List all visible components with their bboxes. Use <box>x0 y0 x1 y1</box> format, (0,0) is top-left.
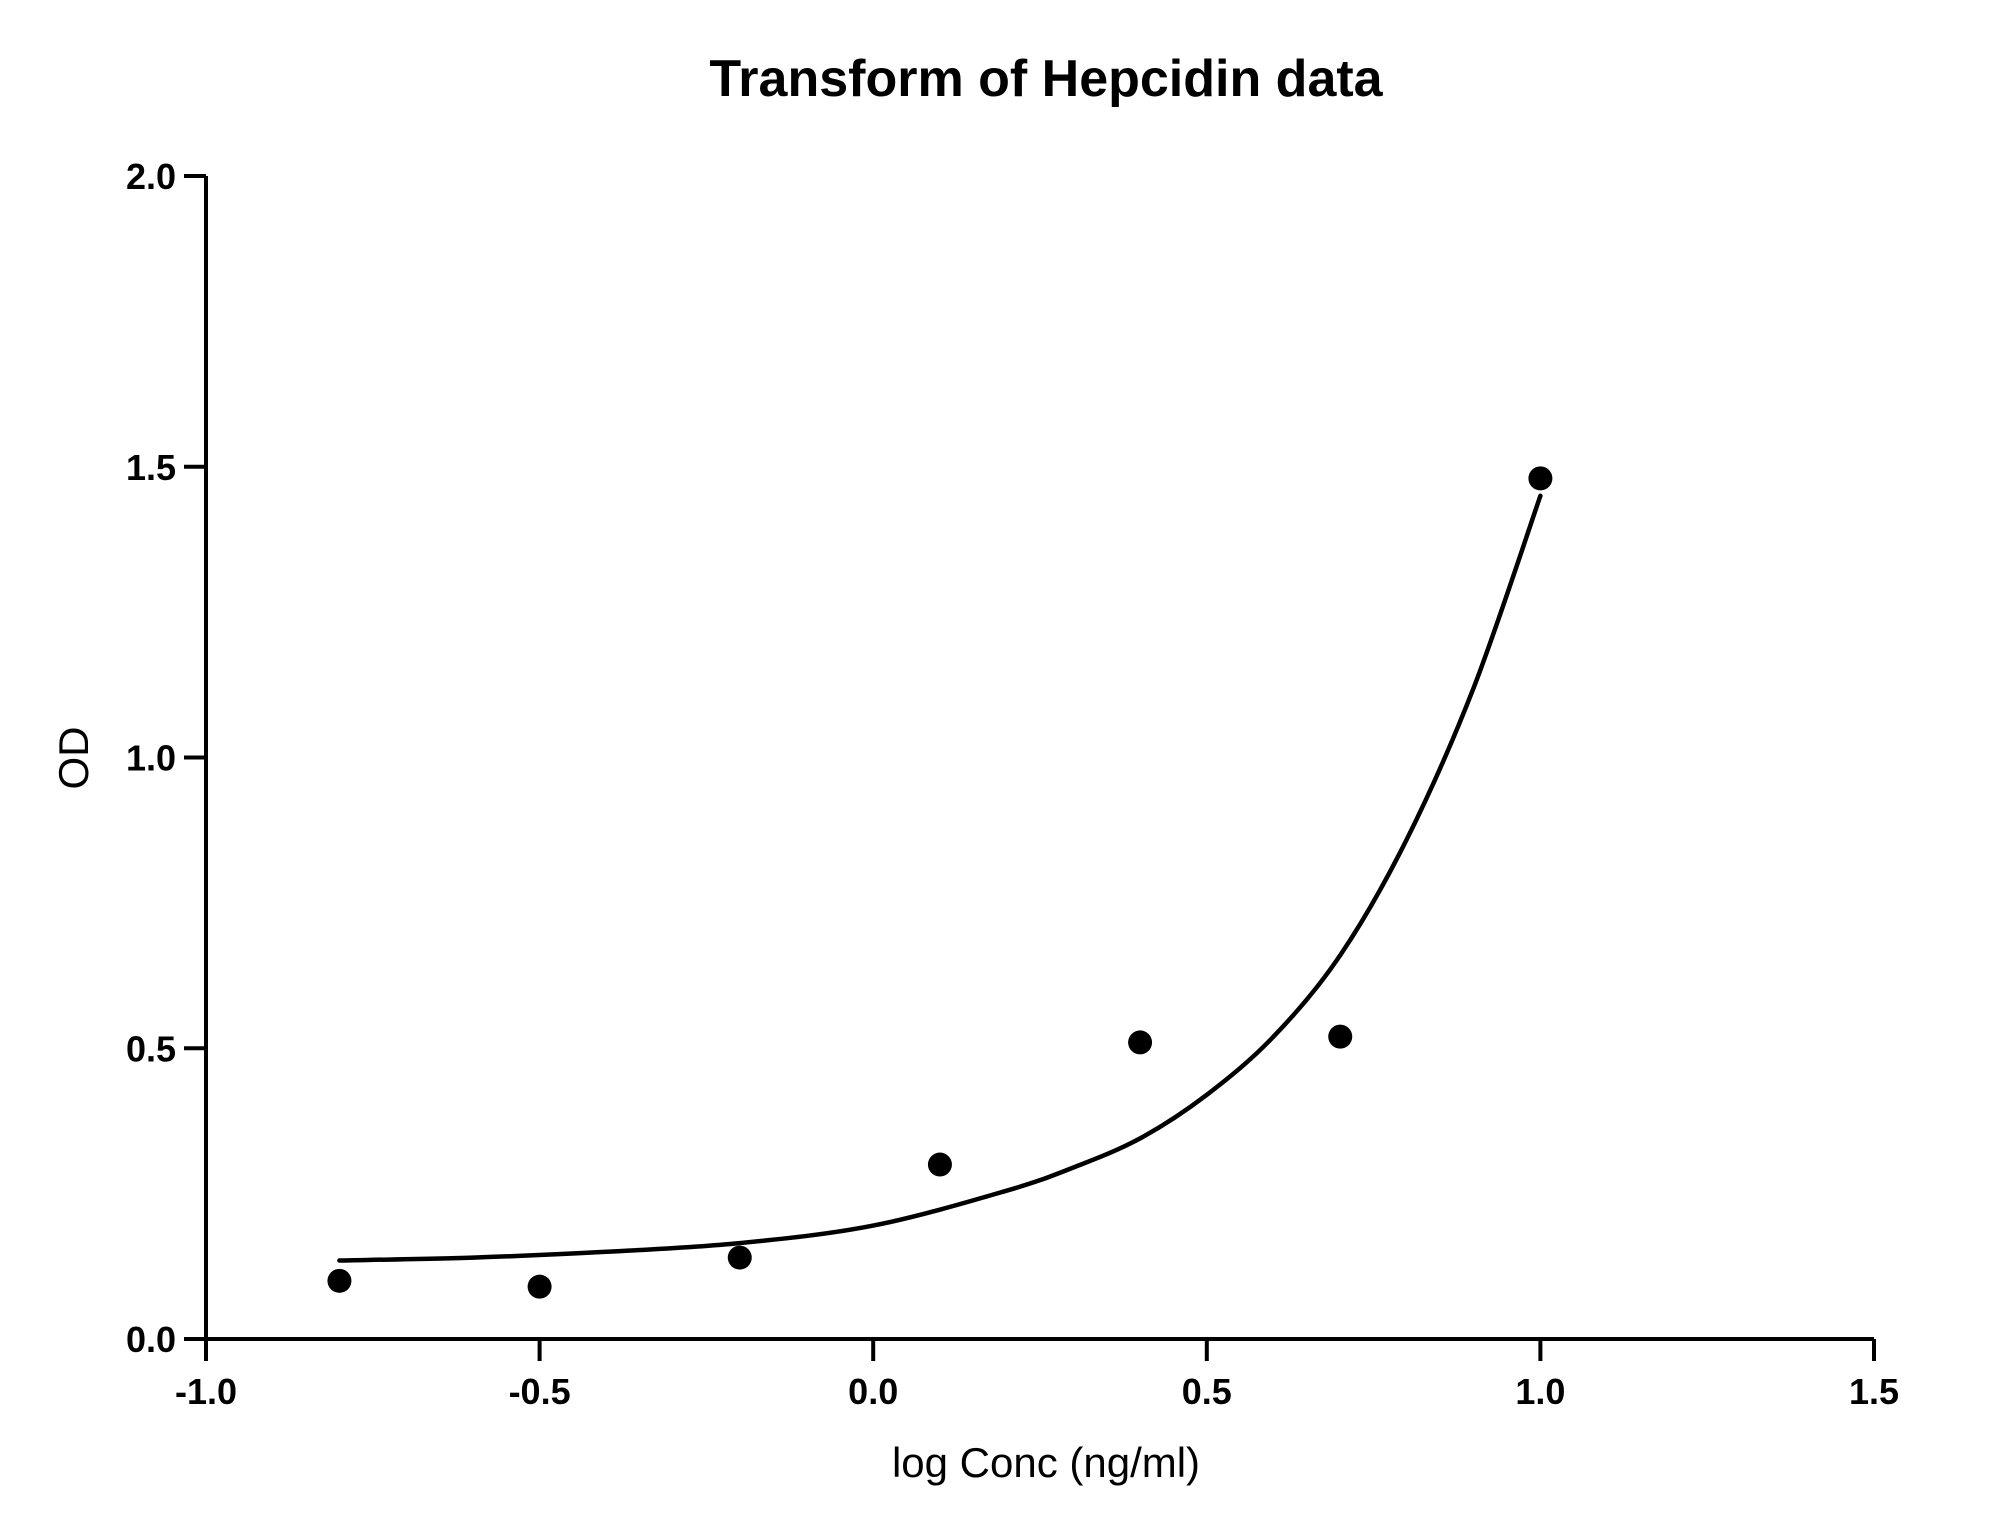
chart-title: Transform of Hepcidin data <box>709 50 1383 108</box>
axes: -1.0 -0.5 0.0 0.5 1.0 1.5 0.0 0.5 1.0 1.5 2.0 <box>126 156 1899 1412</box>
y-tick-label: 2.0 <box>126 156 176 197</box>
data-point <box>527 1274 552 1299</box>
x-axis-label: log Conc (ng/ml) <box>892 1439 1200 1486</box>
data-point <box>1128 1030 1153 1055</box>
y-tick-label: 0.0 <box>126 1319 176 1360</box>
data-point <box>927 1152 952 1177</box>
x-tick-label: -1.0 <box>175 1371 237 1412</box>
y-axis-label: OD <box>50 727 97 790</box>
fit-curve <box>337 493 1543 1263</box>
x-tick-label: 0.5 <box>1182 1371 1232 1412</box>
data-point <box>327 1268 352 1293</box>
fit-curve-group <box>337 493 1543 1263</box>
data-points <box>327 466 1553 1299</box>
data-point <box>727 1245 752 1270</box>
y-tick-label: 1.5 <box>126 447 176 488</box>
data-point <box>1528 466 1553 491</box>
x-tick-label: 0.0 <box>848 1371 898 1412</box>
y-tick-label: 1.0 <box>126 738 176 779</box>
x-tick-label: 1.5 <box>1849 1371 1899 1412</box>
x-tick-label: 1.0 <box>1515 1371 1565 1412</box>
data-point <box>1328 1024 1353 1049</box>
y-tick-label: 0.5 <box>126 1028 176 1069</box>
x-tick-label: -0.5 <box>509 1371 571 1412</box>
